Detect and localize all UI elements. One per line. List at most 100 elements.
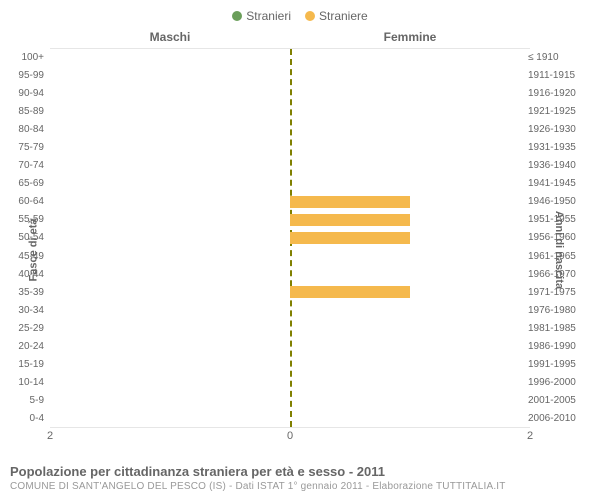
plot-row bbox=[50, 67, 530, 85]
plot-half-male bbox=[50, 265, 290, 283]
bar-female bbox=[290, 214, 410, 227]
y-right-label: ≤ 1910 bbox=[524, 48, 580, 66]
y-right-label: 1956-1960 bbox=[524, 229, 580, 247]
y-right-label: 1996-2000 bbox=[524, 374, 580, 392]
x-tick: 0 bbox=[287, 430, 293, 442]
legend-label-stranieri: Stranieri bbox=[246, 9, 291, 23]
y-right-label: 1986-1990 bbox=[524, 338, 580, 356]
y-right-label: 1921-1925 bbox=[524, 102, 580, 120]
y-left-label: 65-69 bbox=[0, 175, 48, 193]
plot-half-female bbox=[290, 49, 530, 67]
y-left-label: 100+ bbox=[0, 48, 48, 66]
plot-half-female bbox=[290, 103, 530, 121]
y-left-label: 45-49 bbox=[0, 247, 48, 265]
y-left-label: 25-29 bbox=[0, 319, 48, 337]
y-right-label: 1976-1980 bbox=[524, 301, 580, 319]
plot-row bbox=[50, 265, 530, 283]
plot-row bbox=[50, 409, 530, 427]
legend-swatch-stranieri bbox=[232, 11, 242, 21]
y-left-label: 15-19 bbox=[0, 356, 48, 374]
plot-row bbox=[50, 49, 530, 67]
plot-row bbox=[50, 391, 530, 409]
plot-half-female bbox=[290, 355, 530, 373]
plot-half-female bbox=[290, 337, 530, 355]
plot-row bbox=[50, 247, 530, 265]
plot-half-male bbox=[50, 67, 290, 85]
plot-half-male bbox=[50, 121, 290, 139]
x-tick: 2 bbox=[47, 430, 53, 442]
plot-row bbox=[50, 283, 530, 301]
plot-half-female bbox=[290, 193, 530, 211]
x-axis: 2 0 2 bbox=[50, 430, 530, 444]
plot-row bbox=[50, 373, 530, 391]
plot-half-male bbox=[50, 49, 290, 67]
y-right-label: 1941-1945 bbox=[524, 175, 580, 193]
plot-half-female bbox=[290, 301, 530, 319]
plot-half-male bbox=[50, 409, 290, 427]
plot-row bbox=[50, 301, 530, 319]
y-left-label: 30-34 bbox=[0, 301, 48, 319]
footer-subtitle: COMUNE DI SANT'ANGELO DEL PESCO (IS) - D… bbox=[10, 481, 590, 492]
plot-half-female bbox=[290, 139, 530, 157]
y-right-label: 2001-2005 bbox=[524, 392, 580, 410]
plot-half-female bbox=[290, 319, 530, 337]
y-left-label: 0-4 bbox=[0, 410, 48, 428]
axis-title-right: Anni di nascita bbox=[553, 211, 565, 289]
plot-row bbox=[50, 355, 530, 373]
y-right-label: 1966-1970 bbox=[524, 265, 580, 283]
y-left-label: 35-39 bbox=[0, 283, 48, 301]
plot-half-male bbox=[50, 355, 290, 373]
y-left-label: 60-64 bbox=[0, 193, 48, 211]
y-left-label: 80-84 bbox=[0, 120, 48, 138]
chart-container: Stranieri Straniere Maschi Femmine 100+9… bbox=[0, 0, 600, 500]
plot-half-male bbox=[50, 373, 290, 391]
y-left-label: 90-94 bbox=[0, 84, 48, 102]
y-right-label: 1936-1940 bbox=[524, 157, 580, 175]
y-right-label: 1981-1985 bbox=[524, 319, 580, 337]
plot-row bbox=[50, 103, 530, 121]
plot-half-female bbox=[290, 409, 530, 427]
legend-item-straniere: Straniere bbox=[305, 9, 368, 23]
y-left-label: 95-99 bbox=[0, 66, 48, 84]
y-right-label: 1916-1920 bbox=[524, 84, 580, 102]
plot-row bbox=[50, 337, 530, 355]
plot-half-female bbox=[290, 391, 530, 409]
plot-half-male bbox=[50, 229, 290, 247]
y-left-label: 75-79 bbox=[0, 138, 48, 156]
plot-half-female bbox=[290, 121, 530, 139]
section-titles: Maschi Femmine bbox=[50, 30, 530, 44]
plot-row bbox=[50, 121, 530, 139]
y-right-label: 1991-1995 bbox=[524, 356, 580, 374]
plot-half-male bbox=[50, 193, 290, 211]
legend-swatch-straniere bbox=[305, 11, 315, 21]
y-left-label: 55-59 bbox=[0, 211, 48, 229]
plot-row bbox=[50, 319, 530, 337]
plot-row bbox=[50, 175, 530, 193]
bar-female bbox=[290, 286, 410, 299]
y-right-label: 1971-1975 bbox=[524, 283, 580, 301]
y-left-label: 5-9 bbox=[0, 392, 48, 410]
plot-half-male bbox=[50, 319, 290, 337]
legend-item-stranieri: Stranieri bbox=[232, 9, 291, 23]
y-right-label: 1961-1965 bbox=[524, 247, 580, 265]
plot-half-female bbox=[290, 157, 530, 175]
plot-row bbox=[50, 211, 530, 229]
plot-half-male bbox=[50, 139, 290, 157]
y-left-label: 10-14 bbox=[0, 374, 48, 392]
plot-area bbox=[50, 48, 530, 428]
section-title-male: Maschi bbox=[50, 30, 290, 44]
plot-row bbox=[50, 157, 530, 175]
plot-half-female bbox=[290, 373, 530, 391]
plot-half-male bbox=[50, 337, 290, 355]
y-right-label: 2006-2010 bbox=[524, 410, 580, 428]
plot-row bbox=[50, 229, 530, 247]
plot-row bbox=[50, 193, 530, 211]
plot-half-male bbox=[50, 391, 290, 409]
y-left-label: 70-74 bbox=[0, 157, 48, 175]
y-left-label: 85-89 bbox=[0, 102, 48, 120]
footer: Popolazione per cittadinanza straniera p… bbox=[10, 464, 590, 492]
plot-half-female bbox=[290, 283, 530, 301]
plot-row bbox=[50, 85, 530, 103]
y-right-label: 1946-1950 bbox=[524, 193, 580, 211]
plot-half-male bbox=[50, 175, 290, 193]
